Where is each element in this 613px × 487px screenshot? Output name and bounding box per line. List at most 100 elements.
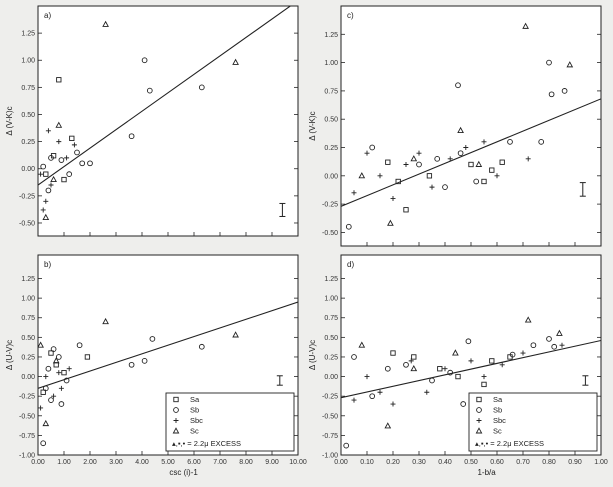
- data-point-triangle: [50, 175, 57, 183]
- data-point-plus: [447, 156, 453, 162]
- data-point-circle: [345, 223, 352, 230]
- data-point-circle: [538, 138, 545, 145]
- data-point-plus: [351, 190, 357, 196]
- x-tick-label: 10.00: [289, 459, 307, 466]
- data-point-square: [385, 159, 391, 165]
- data-point-circle: [128, 361, 135, 368]
- x-tick-label: 3.00: [109, 459, 123, 466]
- panel-label: d): [347, 260, 354, 269]
- x-tick-label: 0.40: [438, 459, 452, 466]
- data-point-triangle: [387, 219, 394, 226]
- panel-label: b): [44, 260, 51, 269]
- y-tick-label: -0.25: [322, 394, 338, 401]
- y-axis-label: Δ (V-K)c: [308, 111, 317, 140]
- data-point-plus: [71, 142, 77, 148]
- y-tick-label: -0.25: [19, 193, 35, 200]
- data-point-circle: [45, 365, 52, 372]
- data-point-plus: [463, 145, 469, 151]
- data-point-plus: [38, 171, 44, 177]
- data-point-circle: [434, 155, 441, 162]
- data-point-circle: [42, 385, 49, 392]
- data-point-plus: [364, 150, 370, 156]
- y-tick-label: -0.50: [19, 413, 35, 420]
- error-bar: [579, 182, 586, 197]
- data-point-circle: [58, 157, 65, 163]
- y-tick-label: -0.25: [19, 394, 35, 401]
- data-point-plus: [66, 366, 72, 372]
- y-tick-label: 1.00: [324, 296, 338, 303]
- legend-marker-plus: [173, 418, 179, 423]
- data-point-triangle: [38, 341, 44, 348]
- data-point-plus: [56, 139, 62, 145]
- legend-label: Sc: [493, 427, 502, 436]
- legend-label: Sa: [493, 395, 503, 404]
- y-tick-label: 0.75: [324, 88, 338, 95]
- data-point-triangle: [42, 419, 50, 427]
- legend-marker-square: [173, 396, 179, 403]
- y-axis-label: Δ (U-V)c: [5, 340, 14, 370]
- data-point-circle: [66, 171, 73, 178]
- data-point-circle: [473, 178, 480, 185]
- legend-excess-label: ▴,▪,• = 2.2μ EXCESS: [475, 439, 544, 448]
- panel-b: b) -1.00 -0.75 -0.50 -0.25 0.00 0.25 0.50 0.75 1.…: [5, 254, 307, 477]
- data-point-triangle: [384, 422, 392, 429]
- data-point-square: [390, 350, 396, 356]
- data-point-plus: [442, 366, 448, 372]
- data-point-plus: [56, 370, 62, 376]
- data-point-square: [489, 167, 495, 173]
- y-tick-label: -0.25: [322, 202, 338, 209]
- data-point-plus: [377, 389, 383, 395]
- data-point-circle: [369, 144, 376, 151]
- data-point-plus: [499, 362, 505, 368]
- data-point-square: [481, 381, 487, 388]
- data-point-triangle: [410, 364, 418, 372]
- x-tick-label: 5.00: [161, 459, 175, 466]
- y-tick-label: 0.75: [21, 315, 35, 322]
- y-tick-label: 1.00: [21, 58, 35, 65]
- x-tick-label: 0.50: [464, 459, 478, 466]
- x-tick-label: 2.00: [83, 459, 97, 466]
- y-tick-label: 1.25: [324, 276, 338, 283]
- data-point-plus: [429, 184, 435, 190]
- data-point-square: [426, 173, 433, 179]
- data-point-square: [395, 178, 401, 185]
- data-point-square: [56, 77, 62, 83]
- legend-marker-plus: [476, 418, 482, 423]
- data-point-triangle: [457, 126, 464, 133]
- data-point-square: [403, 207, 409, 213]
- y-tick-label: -0.50: [19, 220, 35, 227]
- data-point-plus: [377, 173, 383, 179]
- plot-frame: [340, 5, 602, 247]
- data-point-circle: [351, 354, 357, 360]
- fit-line: [38, 6, 292, 186]
- data-point-circle: [509, 351, 516, 358]
- data-point-triangle: [524, 316, 532, 323]
- data-point-plus: [45, 128, 51, 134]
- legend-marker-square: [476, 396, 482, 403]
- x-tick-label: 0.10: [360, 459, 374, 466]
- plot-area: [38, 301, 298, 447]
- data-point-circle: [74, 149, 80, 156]
- y-tick-label: 1.00: [21, 296, 35, 303]
- legend-marker-triangle: [172, 427, 180, 434]
- data-point-square: [489, 358, 495, 364]
- data-point-square: [481, 178, 487, 185]
- x-tick-label: 7.00: [213, 459, 227, 466]
- fit-line: [38, 301, 298, 389]
- data-point-plus: [481, 374, 487, 380]
- y-tick-label: 0.50: [21, 335, 35, 342]
- data-point-triangle: [522, 22, 529, 29]
- error-bar: [279, 202, 286, 217]
- data-point-circle: [465, 338, 472, 345]
- panel-c: c) -0.50 -0.25 0.00 0.25 0.50 0.75 1.00 1.25 Δ (V…: [308, 5, 602, 247]
- data-point-plus: [468, 358, 474, 364]
- plot-area: [341, 22, 601, 230]
- data-point-square: [61, 176, 67, 183]
- data-point-circle: [58, 401, 65, 407]
- data-point-triangle: [42, 213, 50, 221]
- data-point-square: [455, 373, 461, 380]
- x-tick-label: 0.90: [568, 459, 582, 466]
- legend-label: Sa: [190, 395, 200, 404]
- y-tick-label: 0.25: [324, 145, 338, 152]
